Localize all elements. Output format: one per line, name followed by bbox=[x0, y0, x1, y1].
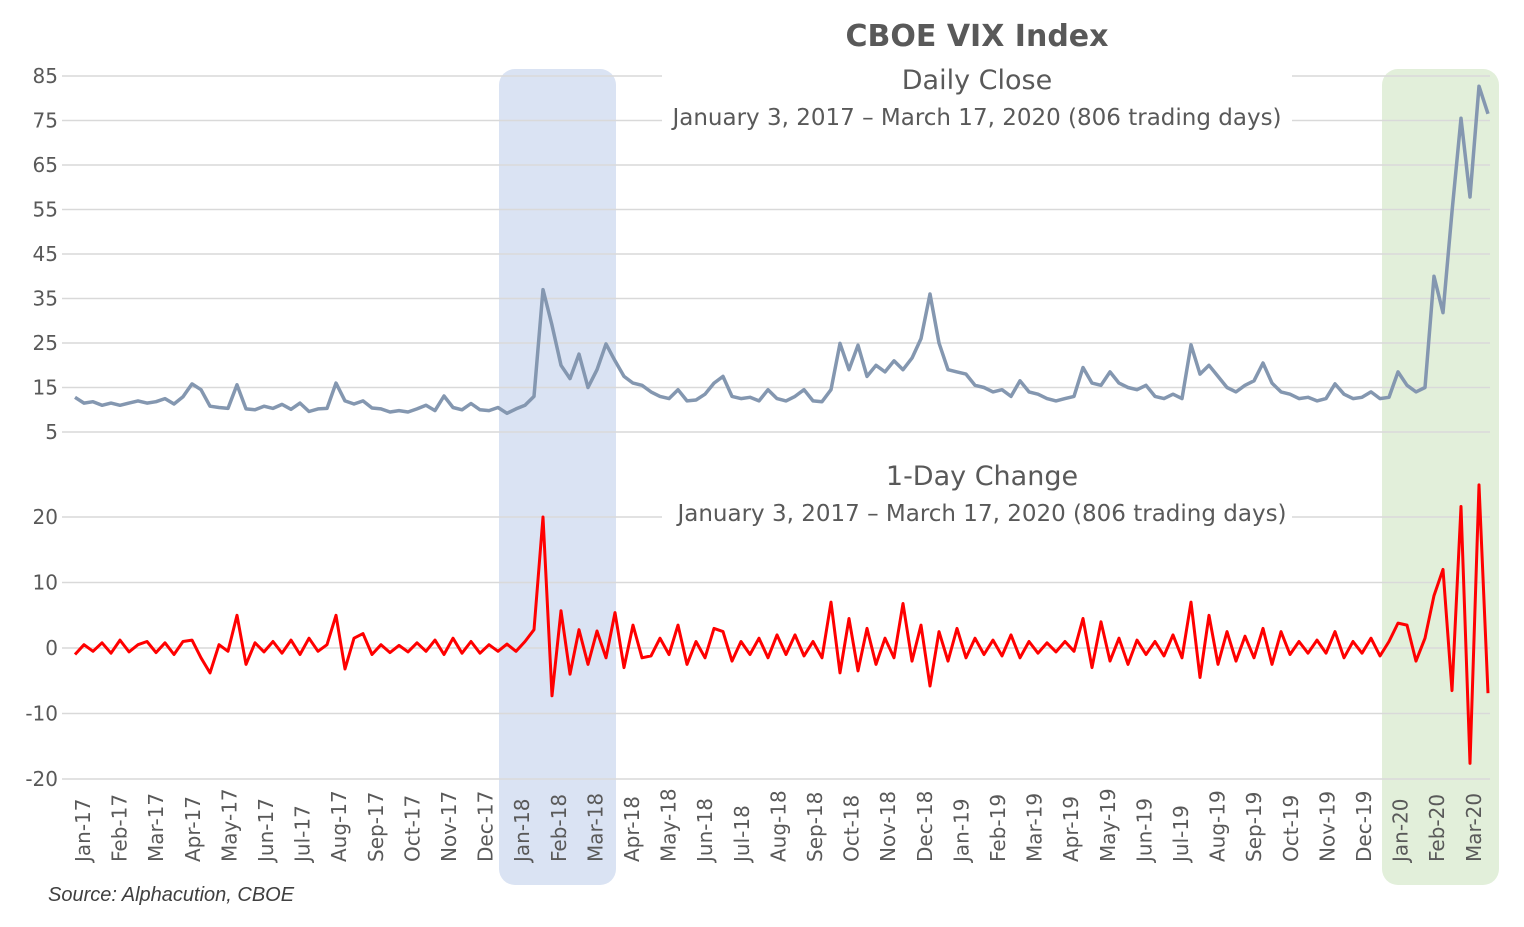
y-tick-label: 10 bbox=[33, 571, 58, 595]
x-tick-label: Jan-19 bbox=[949, 799, 973, 865]
x-tick-label: Feb-19 bbox=[986, 794, 1010, 862]
x-tick-label: Nov-17 bbox=[437, 791, 461, 862]
daily-close-line bbox=[74, 84, 1490, 416]
x-tick-label: Aug-19 bbox=[1206, 790, 1230, 862]
x-tick-label: May-17 bbox=[217, 788, 241, 862]
x-tick-label: Jul-17 bbox=[291, 805, 315, 864]
x-tick-label: Jun-19 bbox=[1132, 798, 1156, 864]
x-tick-label: Oct-18 bbox=[840, 795, 864, 862]
panel-1-subtitle: Daily Close bbox=[902, 65, 1052, 96]
source-note: Source: Alphacution, CBOE bbox=[48, 884, 295, 906]
x-tick-label: Sep-17 bbox=[364, 792, 388, 862]
x-tick-label: Apr-17 bbox=[181, 796, 205, 862]
highlight-2018 bbox=[499, 69, 616, 885]
x-tick-label: Jul-18 bbox=[730, 805, 754, 864]
y-tick-label: 85 bbox=[33, 64, 58, 88]
y-tick-label: -10 bbox=[25, 702, 58, 726]
x-tick-label: Sep-18 bbox=[803, 792, 827, 862]
chart-title: CBOE VIX Index bbox=[846, 19, 1109, 54]
x-tick-label: Dec-19 bbox=[1352, 791, 1376, 862]
x-tick-label: Feb-18 bbox=[547, 794, 571, 862]
x-tick-label: Dec-17 bbox=[474, 791, 498, 862]
highlight-2020 bbox=[1382, 69, 1499, 885]
x-tick-label: Feb-17 bbox=[108, 794, 132, 862]
x-tick-label: May-19 bbox=[1096, 788, 1120, 862]
y-tick-label: 20 bbox=[33, 505, 58, 529]
subtitle-bg-2 bbox=[662, 456, 1292, 536]
x-tick-label: Jan-18 bbox=[510, 799, 534, 865]
x-tick-label: Mar-18 bbox=[583, 793, 607, 862]
x-tick-label: Mar-20 bbox=[1462, 793, 1486, 862]
x-tick-label: Apr-19 bbox=[1059, 796, 1083, 862]
x-tick-label: Jul-19 bbox=[1169, 805, 1193, 864]
panel-2-subtitle: 1-Day Change bbox=[886, 461, 1078, 492]
y-tick-label: 15 bbox=[33, 376, 58, 400]
y-tick-label: 45 bbox=[33, 242, 58, 266]
x-tick-label: Feb-20 bbox=[1425, 794, 1449, 862]
y-tick-label: 0 bbox=[45, 636, 58, 660]
panel-1-subtitle-range: January 3, 2017 – March 17, 2020 (806 tr… bbox=[670, 105, 1281, 131]
y-tick-label: 35 bbox=[33, 287, 58, 311]
x-tick-label: Sep-19 bbox=[1242, 792, 1266, 862]
y-tick-label: 5 bbox=[45, 420, 58, 444]
x-tick-label: Oct-19 bbox=[1279, 795, 1303, 862]
x-tick-label: May-18 bbox=[657, 788, 681, 862]
y-tick-label: 65 bbox=[33, 153, 58, 177]
y-tick-label: -20 bbox=[25, 767, 58, 791]
one-day-change-line bbox=[73, 483, 1490, 765]
x-tick-label: Nov-18 bbox=[876, 791, 900, 862]
x-tick-label: Mar-17 bbox=[144, 793, 168, 862]
x-tick-label: Oct-17 bbox=[400, 795, 424, 862]
x-tick-label: Apr-18 bbox=[620, 796, 644, 862]
y-tick-label: 55 bbox=[33, 198, 58, 222]
x-tick-label: Aug-17 bbox=[327, 790, 351, 862]
x-tick-label: Nov-19 bbox=[1315, 791, 1339, 862]
x-tick-label: Jan-20 bbox=[1389, 799, 1413, 865]
x-tick-label: Jun-17 bbox=[254, 798, 278, 864]
x-tick-label: Mar-19 bbox=[1023, 793, 1047, 862]
x-tick-label: Jan-17 bbox=[71, 799, 95, 865]
y-tick-label: 25 bbox=[33, 331, 58, 355]
y-tick-label: 75 bbox=[33, 109, 58, 133]
x-tick-label: Dec-18 bbox=[913, 791, 937, 862]
x-tick-label: Jun-18 bbox=[693, 798, 717, 864]
x-tick-label: Aug-18 bbox=[766, 790, 790, 862]
panel-2-subtitle-range: January 3, 2017 – March 17, 2020 (806 tr… bbox=[675, 501, 1286, 527]
subtitle-bg-1 bbox=[662, 58, 1292, 138]
